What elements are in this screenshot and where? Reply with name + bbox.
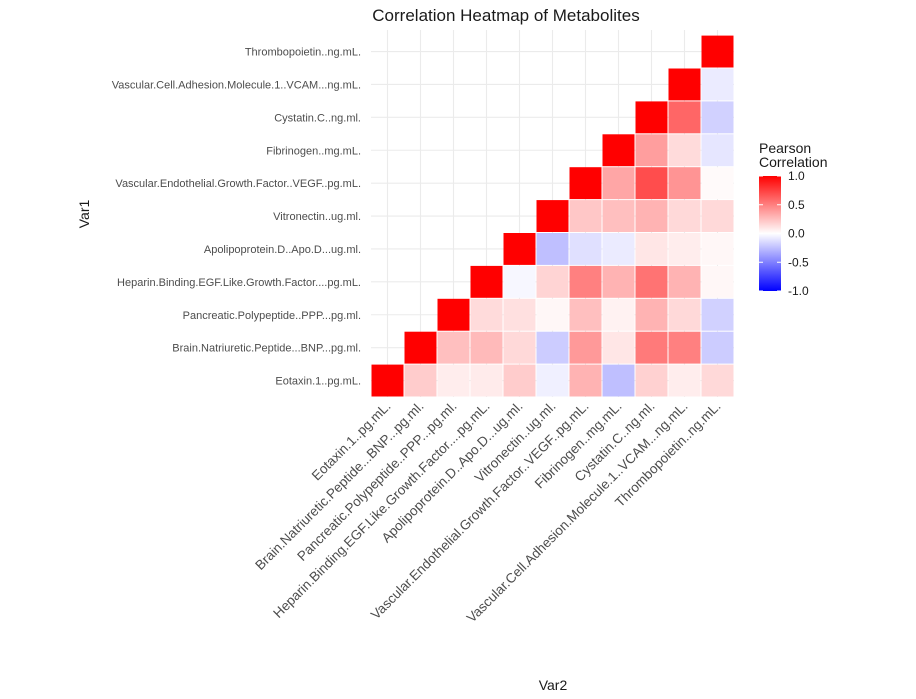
heatmap-cell — [701, 298, 734, 331]
heatmap-cell — [701, 35, 734, 68]
heatmap-cell — [371, 364, 404, 397]
heatmap-cell — [470, 331, 503, 364]
heatmap-cell — [437, 364, 470, 397]
x-axis-label: Var2 — [539, 677, 568, 693]
heatmap-cell — [536, 200, 569, 232]
heatmap-cell — [635, 265, 668, 298]
heatmap-cell — [470, 265, 503, 298]
heatmap-cell — [569, 364, 602, 397]
heatmap-cell — [503, 331, 536, 364]
legend-tick-label: 1.0 — [788, 169, 805, 183]
y-tick-label: Brain.Natriuretic.Peptide...BNP...pg.ml. — [172, 343, 361, 355]
legend-title-line-1: Pearson — [759, 140, 811, 156]
heatmap-cell — [536, 331, 569, 364]
heatmap-cell — [437, 298, 470, 331]
heatmap-cell — [470, 298, 503, 331]
heatmap-cell — [701, 331, 734, 364]
heatmap-cell — [668, 167, 701, 200]
legend-tick-label: 0.5 — [788, 198, 805, 212]
heatmap-cell — [635, 233, 668, 265]
legend-ticks: 1.0 0.5 0.0 -0.5 -1.0 — [759, 169, 809, 298]
legend-colorbar — [759, 176, 781, 291]
heatmap-cell — [668, 331, 701, 364]
heatmap-cell — [635, 134, 668, 167]
legend-title-line-2: Correlation — [759, 154, 827, 170]
y-tick-label: Vitronectin..ug.ml. — [273, 211, 361, 223]
heatmap-cell — [701, 167, 734, 200]
heatmap-cell — [668, 364, 701, 397]
heatmap-cell — [569, 200, 602, 232]
heatmap-cell — [701, 101, 734, 134]
y-tick-label: Vascular.Cell.Adhesion.Molecule.1..VCAM.… — [112, 79, 361, 91]
heatmap-cell — [569, 167, 602, 200]
heatmap-cell — [602, 134, 635, 167]
heatmap-cell — [635, 298, 668, 331]
heatmap-cell — [569, 298, 602, 331]
legend-tick-label: -1.0 — [788, 284, 809, 298]
heatmap-cell — [602, 364, 635, 397]
heatmap-cell — [602, 298, 635, 331]
y-tick-label: Apolipoprotein.D..Apo.D...ug.ml. — [204, 244, 361, 256]
heatmap-cell — [404, 364, 437, 397]
heatmap-cell — [602, 200, 635, 232]
heatmap-cell — [635, 331, 668, 364]
heatmap-cell — [569, 233, 602, 265]
heatmap-cell — [602, 331, 635, 364]
heatmap-cell — [668, 200, 701, 232]
heatmap-cell — [668, 68, 701, 101]
legend-tick-label: 0.0 — [788, 227, 805, 241]
heatmap-cell — [701, 68, 734, 101]
x-axis-tick-labels: Eotaxin.1..pg.mL.Brain.Natriuretic.Pepti… — [252, 399, 723, 626]
heatmap-cell — [668, 101, 701, 134]
heatmap-cell — [503, 298, 536, 331]
heatmap-cell — [503, 265, 536, 298]
y-axis-label: Var1 — [76, 200, 92, 229]
heatmap-cell — [701, 134, 734, 167]
heatmap-cell — [536, 298, 569, 331]
heatmap-cell — [602, 233, 635, 265]
heatmap-cell — [503, 364, 536, 397]
heatmap-cell — [404, 331, 437, 364]
heatmap-cell — [701, 364, 734, 397]
heatmap-cell — [668, 298, 701, 331]
y-tick-label: Eotaxin.1..pg.mL. — [275, 376, 361, 388]
heatmap-cell — [536, 265, 569, 298]
heatmap-cell — [569, 265, 602, 298]
heatmap-cell — [536, 233, 569, 265]
legend-tick-label: -0.5 — [788, 255, 809, 269]
heatmap-cell — [701, 265, 734, 298]
heatmap-cell — [437, 331, 470, 364]
heatmap-cell — [635, 364, 668, 397]
heatmap-cell — [602, 265, 635, 298]
heatmap-cell — [635, 200, 668, 232]
y-tick-label: Cystatin.C..ng.ml. — [274, 112, 361, 124]
heatmap-cell — [470, 364, 503, 397]
heatmap-cell — [701, 233, 734, 265]
heatmap-cell — [602, 167, 635, 200]
y-tick-label: Vascular.Endothelial.Growth.Factor..VEGF… — [115, 178, 361, 190]
y-tick-label: Fibrinogen..mg.mL. — [266, 145, 361, 157]
heatmap-cell — [668, 134, 701, 167]
y-tick-label: Pancreatic.Polypeptide..PPP...pg.ml. — [183, 310, 361, 322]
heatmap-cell — [635, 101, 668, 134]
chart-title: Correlation Heatmap of Metabolites — [372, 6, 639, 25]
y-tick-label: Thrombopoietin..ng.mL. — [245, 47, 361, 59]
heatmap-cell — [503, 233, 536, 265]
heatmap-cell — [569, 331, 602, 364]
y-tick-label: Heparin.Binding.EGF.Like.Growth.Factor..… — [117, 277, 361, 289]
heatmap-cell — [668, 233, 701, 265]
heatmap-cell — [536, 364, 569, 397]
color-legend: Pearson Correlation 1.0 0.5 0.0 -0.5 -1.0 — [759, 140, 827, 298]
y-axis-tick-labels: Eotaxin.1..pg.mL. Brain.Natriuretic.Pepti… — [112, 47, 361, 388]
heatmap-cells — [371, 35, 734, 397]
heatmap-cell — [668, 265, 701, 298]
heatmap-cell — [635, 167, 668, 200]
heatmap-cell — [701, 200, 734, 232]
